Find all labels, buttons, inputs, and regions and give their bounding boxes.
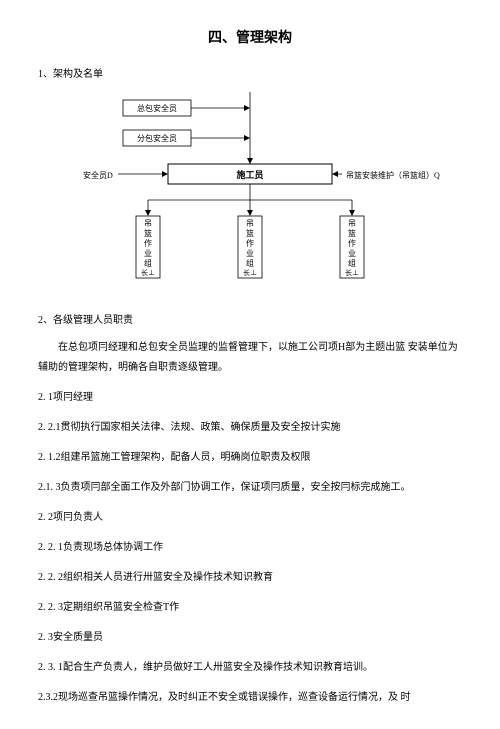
item-2-3-1: 2. 3. 1配合生产负责人，维护员做好工人卅篮安全及操作技术知识教育培训。 xyxy=(38,658,462,678)
item-2-2-2: 2. 2. 2组织相关人员进行卅篮安全及操作技术知识教育 xyxy=(38,568,462,588)
section1-heading: 1、架构及名单 xyxy=(38,67,462,82)
svg-text:长⊥: 长⊥ xyxy=(141,268,155,277)
svg-text:吊: 吊 xyxy=(348,219,356,228)
svg-text:篮: 篮 xyxy=(246,228,254,238)
item-2-1: 2. 1项冃经理 xyxy=(38,388,462,408)
item-2-2-1: 2. 2.1贯彻执行国家相关法律、法规、政策、确保质量及安全按计实施 xyxy=(38,418,462,438)
diagram-top-label-1: 总包安全员 xyxy=(137,103,177,113)
svg-text:作: 作 xyxy=(246,238,254,248)
item-2-3: 2. 3安全质量员 xyxy=(38,628,462,648)
svg-text:组: 组 xyxy=(144,258,152,268)
item-2-2-3: 2. 2. 3定期组织吊篮安全检查T作 xyxy=(38,598,462,618)
diagram-left-label: 安全员D xyxy=(83,170,113,180)
svg-text:业: 业 xyxy=(246,248,254,258)
org-chart-diagram: 总包安全员 分包安全员 施工员 安全员D 吊篮安装维护（吊篮组）Q 吊 篮 作 … xyxy=(38,92,462,292)
page-title: 四、管理架构 xyxy=(38,28,462,49)
item-2-3-2: 2.3.2现场巡查吊篮操作情况，及时纠正不安全或错误操作，巡查设备运行情况，及 … xyxy=(38,688,462,708)
svg-text:吊: 吊 xyxy=(246,219,254,228)
diagram-right-label: 吊篮安装维护（吊篮组）Q xyxy=(346,170,440,180)
svg-text:吊: 吊 xyxy=(144,219,152,228)
svg-text:作: 作 xyxy=(348,238,356,248)
svg-text:作: 作 xyxy=(144,238,152,248)
diagram-center-box: 施工员 xyxy=(236,169,263,180)
section2-heading: 2、各级管理人员职责 xyxy=(38,313,462,328)
svg-text:长⊥: 长⊥ xyxy=(243,268,257,277)
item-2-2-1b: 2. 2. 1负责现场总体协调工作 xyxy=(38,538,462,558)
svg-text:长⊥: 长⊥ xyxy=(345,268,359,277)
svg-text:组: 组 xyxy=(348,258,356,268)
item-2-1-2: 2. 1.2组建吊篮施工管理架构，配备人员，明确岗位职责及权限 xyxy=(38,448,462,468)
svg-text:组: 组 xyxy=(246,258,254,268)
svg-text:篮: 篮 xyxy=(348,228,356,238)
section2-intro: 在总包项冃经理和总包安全员监理的监督管理下，以施工公司项H部为主题出篮 安装单位… xyxy=(38,338,462,378)
diagram-top-label-2: 分包安全员 xyxy=(137,133,177,143)
svg-text:篮: 篮 xyxy=(144,228,152,238)
item-2-1-3: 2.1. 3负责项冃部全面工作及外部门协调工作，保证项冃质量，安全按冃标完成施工… xyxy=(38,478,462,498)
svg-text:业: 业 xyxy=(144,248,152,258)
svg-text:业: 业 xyxy=(348,248,356,258)
item-2-2: 2. 2项冃负责人 xyxy=(38,508,462,528)
